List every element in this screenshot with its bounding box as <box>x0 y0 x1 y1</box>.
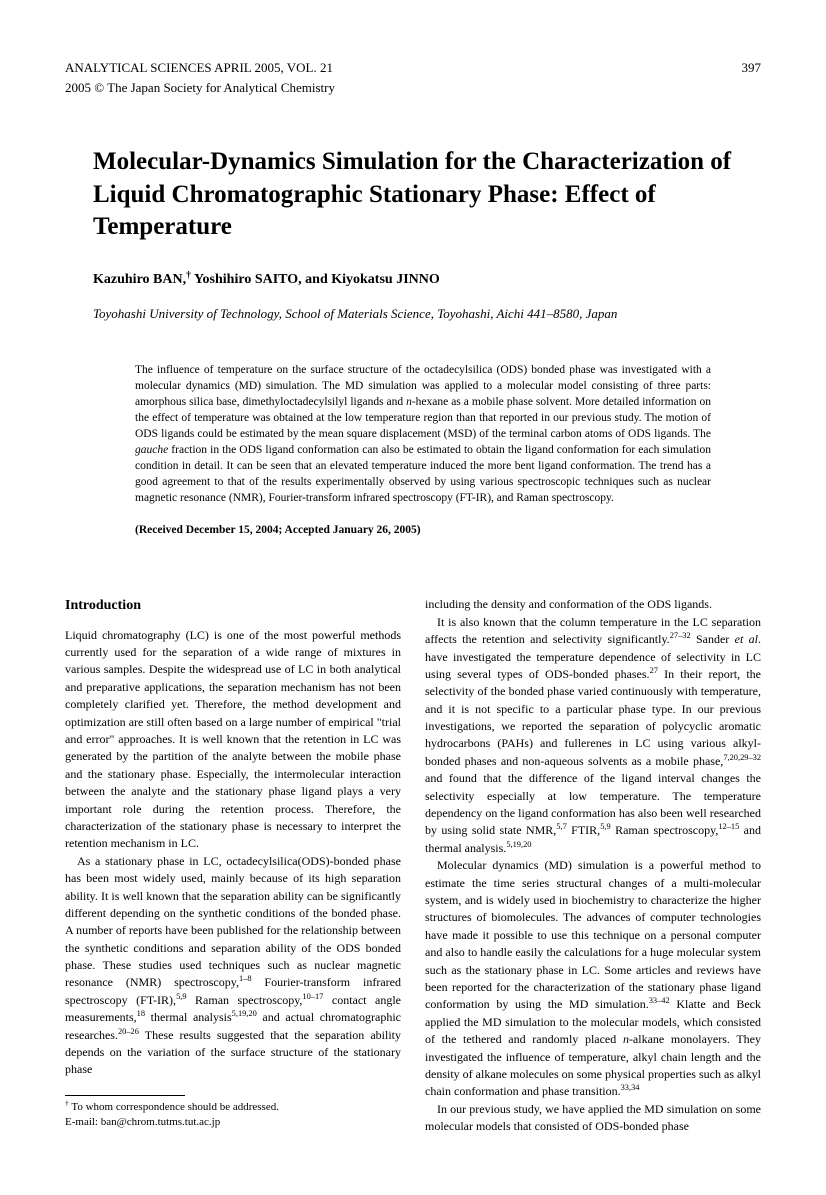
article-title: Molecular-Dynamics Simulation for the Ch… <box>65 146 761 244</box>
left-column: Introduction Liquid chromatography (LC) … <box>65 596 401 1135</box>
footnote-email: E-mail: ban@chrom.tutms.tut.ac.jp <box>65 1115 401 1130</box>
right-paragraph-3: Molecular dynamics (MD) simulation is a … <box>425 857 761 1100</box>
right-column: including the density and conformation o… <box>425 596 761 1135</box>
affiliation: Toyohashi University of Technology, Scho… <box>65 306 761 322</box>
intro-paragraph-2: As a stationary phase in LC, octadecylsi… <box>65 853 401 1079</box>
journal-header: ANALYTICAL SCIENCES APRIL 2005, VOL. 21 <box>65 60 333 76</box>
intro-paragraph-1: Liquid chromatography (LC) is one of the… <box>65 627 401 853</box>
page-number: 397 <box>742 60 762 76</box>
abstract: The influence of temperature on the surf… <box>135 362 711 507</box>
right-paragraph-4: In our previous study, we have applied t… <box>425 1101 761 1136</box>
footnote-rule <box>65 1095 185 1096</box>
introduction-heading: Introduction <box>65 596 401 616</box>
footnote-correspondence: † To whom correspondence should be addre… <box>65 1100 401 1115</box>
copyright-line: 2005 © The Japan Society for Analytical … <box>65 80 761 96</box>
received-dates: (Received December 15, 2004; Accepted Ja… <box>135 524 711 536</box>
right-paragraph-1: including the density and conformation o… <box>425 596 761 613</box>
authors: Kazuhiro BAN,† Yoshihiro SAITO, and Kiyo… <box>65 272 761 288</box>
right-paragraph-2: It is also known that the column tempera… <box>425 614 761 857</box>
